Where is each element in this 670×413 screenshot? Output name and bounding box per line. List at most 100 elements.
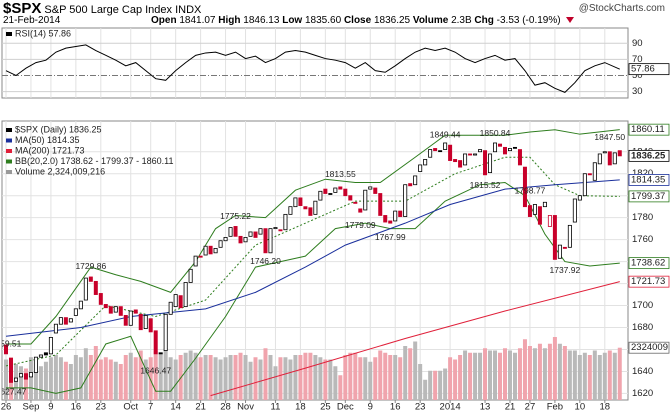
candle (463, 153, 468, 166)
quote-date: 21-Feb-2014 (3, 15, 61, 26)
volume-bar (323, 359, 328, 400)
candle (273, 227, 278, 230)
x-tick-label: Sep (22, 402, 39, 413)
legend-text: $SPX (Daily) 1836.25 (15, 124, 102, 134)
candle (532, 204, 537, 215)
candle (582, 173, 587, 197)
candle (577, 195, 582, 201)
candle (418, 164, 423, 172)
candle (8, 357, 13, 383)
x-tick-label: 10 (575, 402, 586, 413)
candle (428, 149, 433, 158)
volume-bar (108, 359, 113, 400)
stat-value: 1846.13 (243, 15, 280, 26)
candle (123, 315, 128, 326)
candle (592, 162, 597, 181)
legend-swatch (6, 149, 12, 153)
candle (473, 153, 478, 156)
y-tick-label: 70 (632, 54, 643, 65)
volume-bar (293, 355, 298, 400)
volume-bar (113, 361, 118, 400)
candle (303, 206, 308, 210)
candle (323, 188, 328, 194)
volume-bar (418, 364, 423, 400)
x-tick-label: 9 (48, 402, 53, 413)
volume-bar (577, 355, 582, 400)
volume-bar (473, 352, 478, 400)
value-box (628, 149, 670, 162)
volume-bar (203, 355, 208, 400)
stat-value: -3.53 (-0.19%) (496, 15, 561, 26)
value-box (628, 174, 670, 186)
candle (213, 248, 218, 254)
volume-bar (48, 357, 53, 400)
value-box (628, 123, 670, 136)
candle (483, 150, 488, 176)
legend-text: BB(20,2.0) 1738.62 - 1799.37 - 1860.11 (15, 156, 173, 166)
candle (443, 142, 448, 150)
volume-bar (93, 346, 98, 400)
volume-bar (148, 357, 153, 400)
x-tick-label: 26 (1, 402, 12, 413)
value-box-label: 1799.37 (631, 191, 665, 202)
volume-bar (273, 366, 278, 400)
candle (612, 152, 617, 165)
x-tick-label: 21 (505, 402, 516, 413)
volume-bar (512, 352, 517, 400)
volume-bar (567, 350, 572, 400)
quote-row: 21-Feb-2014 Open 1841.07 High 1846.13 Lo… (3, 15, 667, 27)
x-tick-label: 28 (220, 402, 231, 413)
volume-bar (483, 348, 488, 400)
stat-label: High (218, 15, 241, 26)
volume-bar (612, 352, 617, 400)
candle (223, 237, 228, 242)
volume-bar (532, 348, 537, 400)
candle (53, 323, 58, 334)
candle (218, 240, 223, 248)
stat-label: Low (282, 15, 303, 26)
volume-bar (23, 368, 28, 400)
candle (4, 344, 9, 355)
quote-stats: Open 1841.07 High 1846.13 Low 1835.60 Cl… (151, 15, 575, 26)
volume-bar (153, 350, 158, 400)
volume-bar (547, 343, 552, 400)
price-annotation: 1847.50 (594, 132, 625, 142)
x-tick-label: 7 (148, 402, 153, 413)
volume-bar (213, 357, 218, 400)
volume-bar (522, 339, 527, 400)
stat-label: Volume (412, 15, 449, 26)
volume-bar (278, 357, 283, 400)
volume-bar (517, 348, 522, 400)
volume-bar (478, 352, 483, 400)
volume-bar (128, 352, 133, 400)
candle (552, 215, 557, 260)
candle (298, 197, 303, 206)
volume-bar (393, 355, 398, 400)
volume-bar (602, 352, 607, 400)
candle (353, 201, 358, 204)
volume-bar (617, 347, 622, 400)
volume-bar (353, 352, 358, 400)
candle (18, 373, 23, 378)
x-tick-label: 18 (295, 402, 306, 413)
candle (393, 210, 398, 222)
price-annotation: 1849.44 (430, 130, 461, 140)
candle (373, 187, 378, 194)
candle (148, 318, 153, 333)
volume-bar (243, 355, 248, 400)
candle (567, 224, 572, 248)
price-annotation: 1646.47 (140, 366, 171, 376)
candle (438, 150, 443, 153)
volume-bar (498, 352, 503, 400)
candle (133, 309, 138, 314)
candle (143, 315, 148, 330)
title-row: $SPX S&P 500 Large Cap Index INDX @Stock… (3, 0, 667, 17)
x-tick-label: 23 (415, 402, 426, 413)
candle (368, 186, 373, 190)
candle (138, 313, 143, 331)
volume-bar (388, 355, 393, 400)
candle (48, 336, 53, 355)
volume-bar (58, 357, 63, 400)
